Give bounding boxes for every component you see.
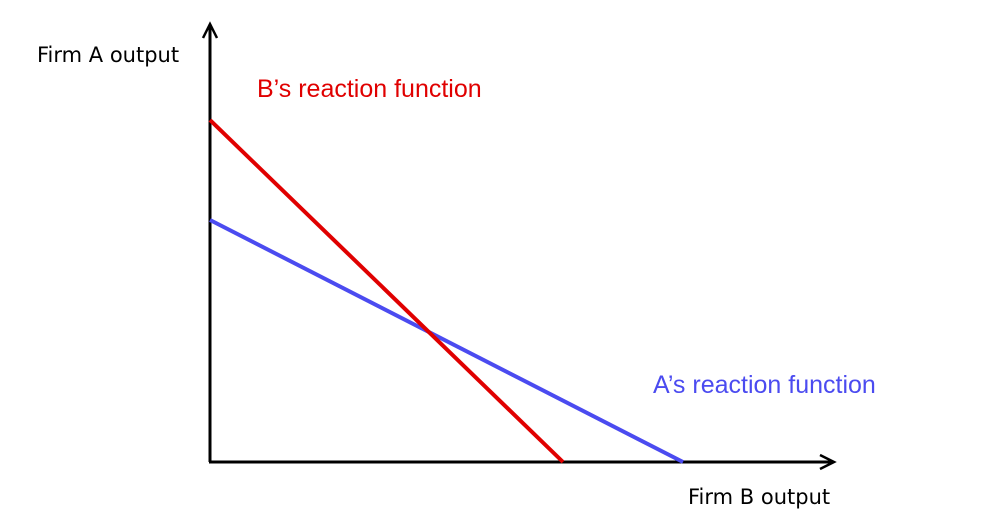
x-axis-label: Firm B output bbox=[688, 485, 831, 509]
a-reaction-function-label: A’s reaction function bbox=[653, 371, 876, 399]
a-reaction-function-line bbox=[209, 218, 684, 464]
b-reaction-function-line bbox=[208, 118, 565, 464]
y-axis-label: Firm A output bbox=[37, 43, 180, 67]
x-axis-arrowhead bbox=[819, 453, 837, 471]
b-reaction-function-label: B’s reaction function bbox=[257, 75, 482, 103]
y-axis-arrowhead bbox=[201, 21, 219, 39]
